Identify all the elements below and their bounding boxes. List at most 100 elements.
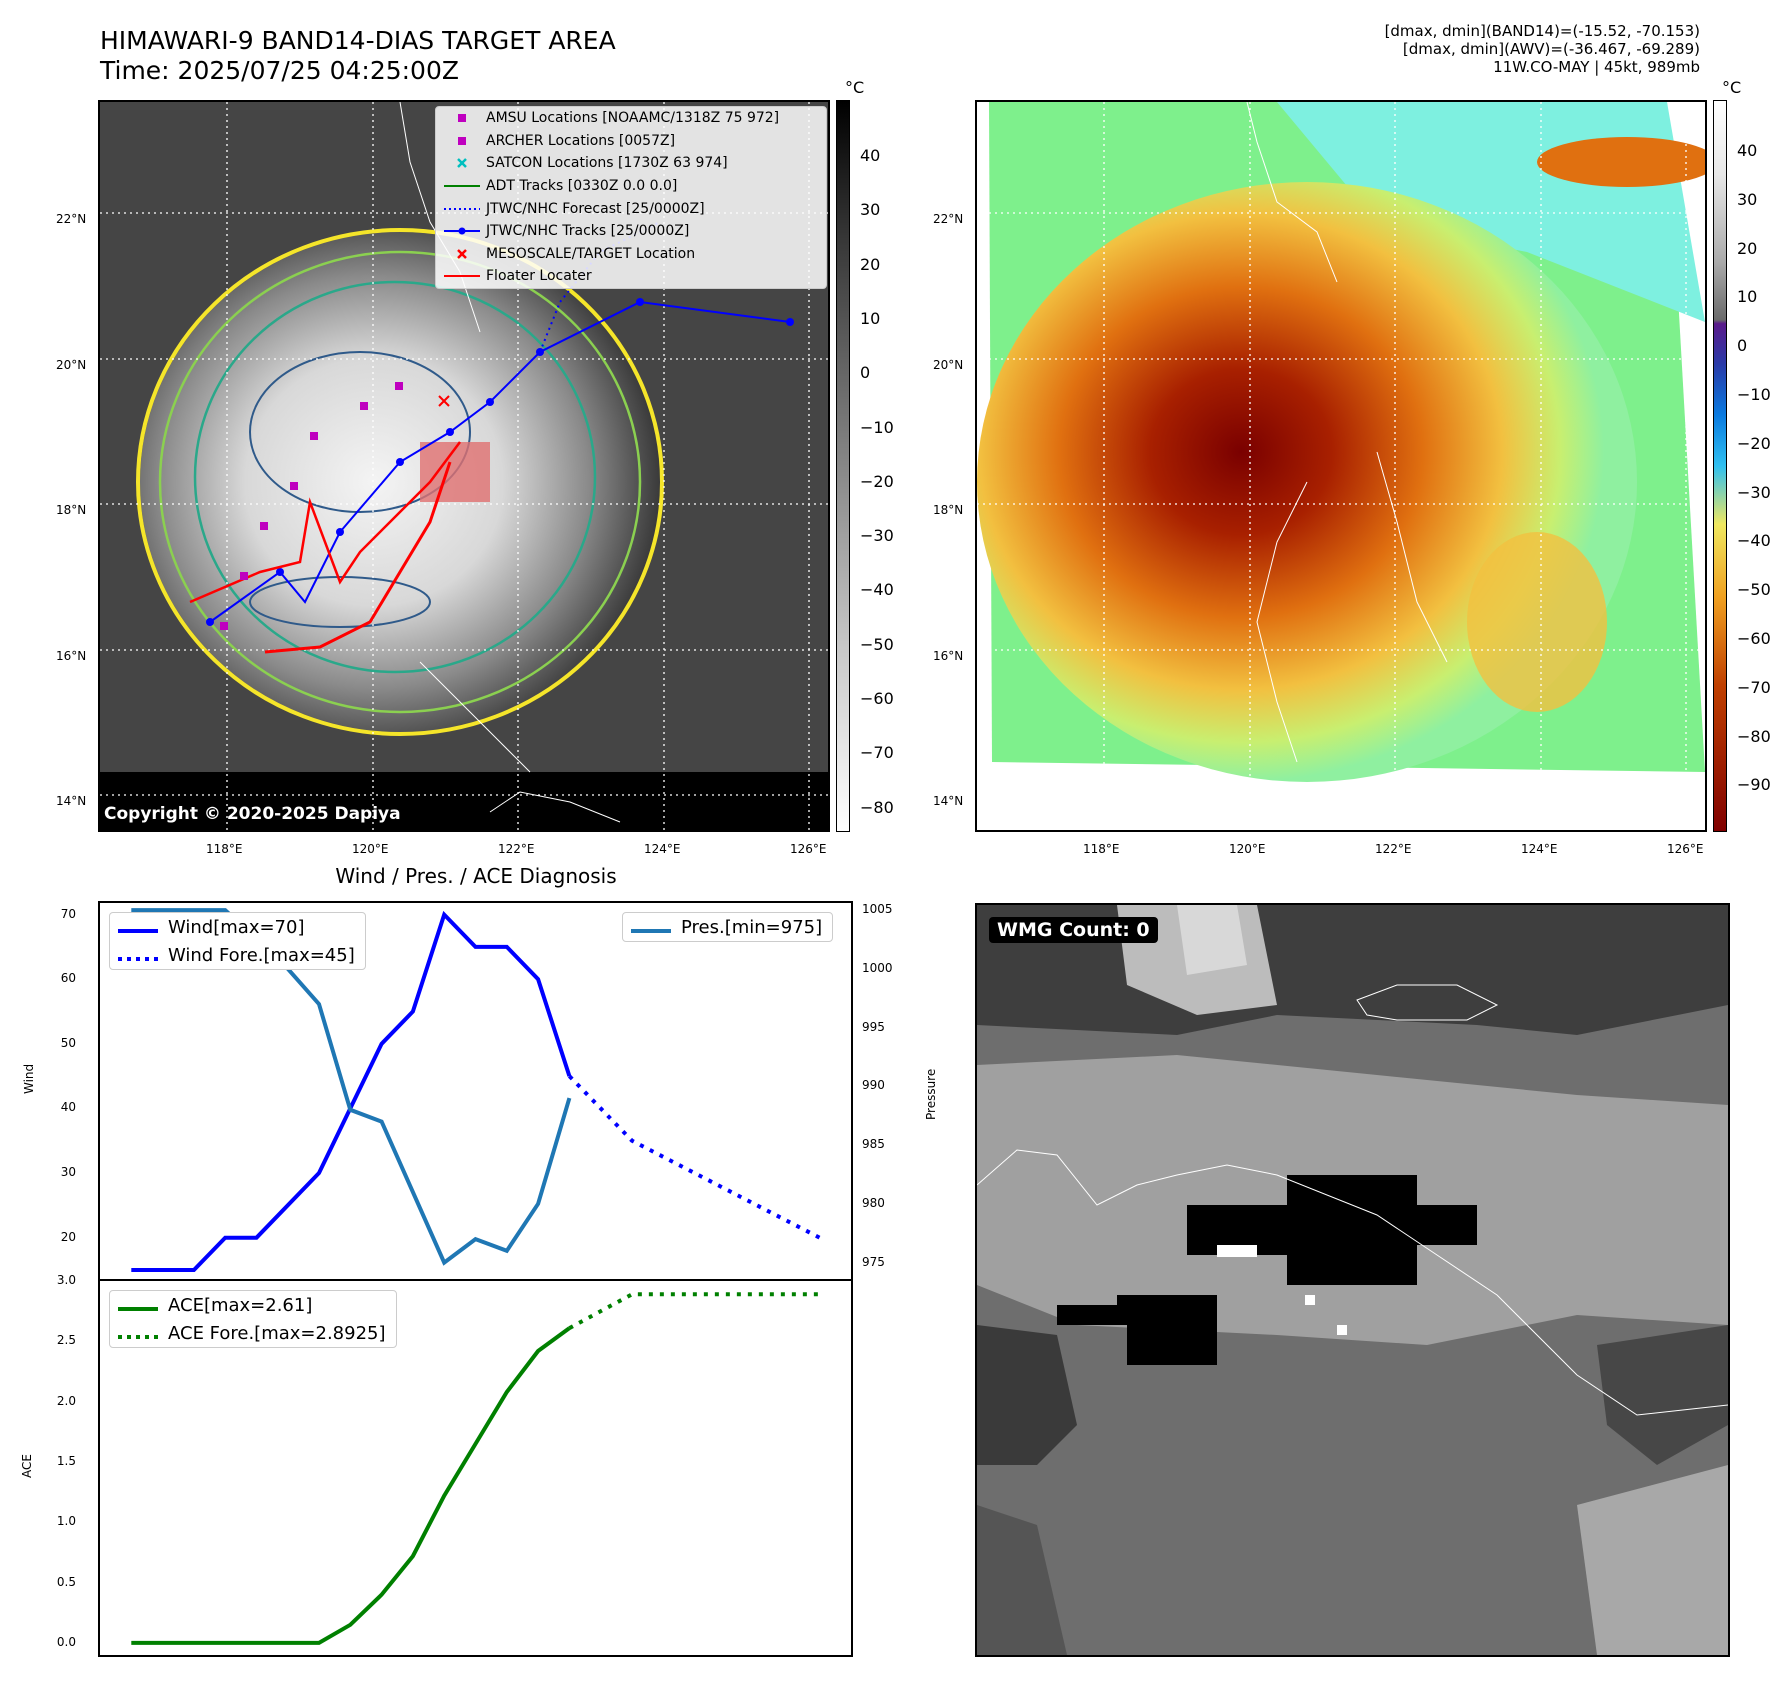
lat-tick: 16°N — [56, 649, 87, 663]
colorbar-tick: −40 — [860, 580, 894, 600]
lat-tick: 18°N — [56, 503, 87, 517]
colorbar-tick: −50 — [1737, 580, 1771, 600]
lon-tick: 122°E — [1375, 842, 1412, 856]
legend-symbol — [444, 133, 480, 149]
axis-tick: 1005 — [862, 902, 893, 917]
lat-tick: 20°N — [56, 358, 87, 372]
ir-map-panel: Copyright © 2020-2025 Dapiya AMSU Locati… — [98, 100, 830, 832]
wind-axis-label: Wind — [22, 1063, 36, 1094]
colorbar-tick: 30 — [860, 200, 881, 220]
axis-tick: 0.5 — [56, 1574, 76, 1589]
pressure-axis-label: Pressure — [924, 1068, 938, 1120]
contour-yellow — [136, 228, 664, 736]
colorbar-tick: −60 — [1737, 629, 1771, 648]
legend-symbol — [444, 201, 480, 217]
map-legend-item: JTWC/NHC Tracks [25/0000Z] — [436, 220, 826, 243]
wind-legend: Wind[max=70] Wind Fore.[max=45] — [109, 912, 366, 970]
axis-tick: 60 — [60, 971, 76, 986]
lon-tick: 120°E — [1229, 842, 1266, 856]
lat-tick: 22°N — [56, 212, 87, 226]
axis-tick: 2.0 — [56, 1393, 76, 1408]
legend-label: SATCON Locations [1730Z 63 974] — [486, 155, 728, 172]
axis-tick: 985 — [862, 1137, 885, 1152]
lon-tick: 126°E — [1667, 842, 1704, 856]
colorbar-tick: −10 — [860, 417, 894, 437]
colorbar-tick: 40 — [860, 146, 881, 165]
map-legend-item: ARCHER Locations [0057Z] — [436, 130, 826, 153]
target-area-box — [420, 442, 490, 502]
lon-tick: 118°E — [1083, 842, 1120, 856]
colorbar-tick: −50 — [860, 634, 894, 654]
colorbar-tick: 20 — [1737, 238, 1758, 258]
axis-tick: 40 — [60, 1100, 76, 1115]
info-line-1: [dmax, dmin](BAND14)=(-15.52, -70.153) — [1384, 22, 1700, 40]
colorbar-tick: 10 — [860, 308, 881, 328]
colorbar-tick: −60 — [860, 689, 894, 708]
lon-tick: 118°E — [206, 842, 243, 856]
lat-tick: 22°N — [933, 212, 964, 226]
wmg-panel: WMG Count: 0 — [975, 903, 1730, 1657]
legend-wind: Wind[max=70] — [118, 916, 305, 938]
axis-tick: 20 — [60, 1229, 76, 1244]
wv-map-panel — [975, 100, 1707, 832]
ace-chart — [98, 1279, 853, 1657]
ace-legend: ACE[max=2.61] ACE Fore.[max=2.8925] — [109, 1290, 397, 1348]
wv-colorbar-unit: °C — [1722, 78, 1742, 97]
copyright-text: Copyright © 2020-2025 Dapiya — [104, 804, 401, 824]
info-line-3: 11W.CO-MAY | 45kt, 989mb — [1493, 58, 1700, 76]
lat-tick: 20°N — [933, 358, 964, 372]
lat-tick: 18°N — [933, 503, 964, 517]
legend-ace: ACE[max=2.61] — [118, 1294, 313, 1316]
figure-title: HIMAWARI-9 BAND14-DIAS TARGET AREA Time:… — [100, 26, 616, 86]
axis-tick: 30 — [60, 1165, 76, 1180]
map-legend-item: MESOSCALE/TARGET Location — [436, 243, 826, 266]
ace-forecast-line — [568, 1292, 820, 1330]
colorbar-tick: −10 — [1737, 385, 1771, 404]
axis-tick: 3.0 — [56, 1273, 76, 1287]
lon-tick: 124°E — [1521, 842, 1558, 856]
colorbar-tick: −20 — [1737, 433, 1771, 453]
contour-teal — [193, 280, 597, 674]
map-legend-item: ADT Tracks [0330Z 0.0 0.0] — [436, 175, 826, 198]
colorbar-tick: 0 — [860, 363, 871, 383]
info-line-2: [dmax, dmin](AWV)=(-36.467, -69.289) — [1402, 40, 1700, 58]
ace-axis-label: ACE — [20, 1454, 34, 1478]
wmg-image — [977, 905, 1728, 1655]
colorbar-tick: −30 — [860, 526, 894, 546]
colorbar-tick: 10 — [1737, 287, 1758, 307]
axis-tick: 1000 — [862, 960, 893, 975]
map-legend-item: JTWC/NHC Forecast [25/0000Z] — [436, 197, 826, 220]
colorbar-tick: −80 — [860, 797, 894, 817]
colorbar-tick: −80 — [1737, 726, 1771, 746]
title-line-1: HIMAWARI-9 BAND14-DIAS TARGET AREA — [100, 26, 616, 55]
wv-map-image — [977, 102, 1705, 830]
wind-forecast-line — [567, 1074, 821, 1240]
lon-tick: 126°E — [790, 842, 827, 856]
contour-blue — [249, 351, 471, 513]
diagnosis-title: Wind / Pres. / ACE Diagnosis — [335, 864, 617, 888]
axis-tick: 990 — [862, 1078, 885, 1093]
axis-tick: 0.0 — [56, 1634, 76, 1649]
lon-tick: 122°E — [498, 842, 535, 856]
colorbar-tick: −70 — [1737, 677, 1771, 697]
colorbar-tick: 0 — [1737, 336, 1748, 356]
colorbar-tick: −90 — [1737, 775, 1771, 795]
legend-label: ADT Tracks [0330Z 0.0 0.0] — [486, 178, 678, 195]
legend-symbol — [444, 268, 480, 284]
legend-symbol — [444, 246, 480, 262]
ir-colorbar-unit: °C — [845, 78, 865, 97]
lat-tick: 14°N — [933, 794, 964, 808]
legend-symbol — [444, 110, 480, 126]
colorbar-tick: 40 — [1737, 141, 1758, 160]
axis-tick: 975 — [862, 1254, 885, 1269]
axis-tick: 1.0 — [56, 1514, 76, 1529]
legend-symbol — [444, 155, 480, 171]
amsu-markers — [220, 382, 403, 630]
map-legend-item: SATCON Locations [1730Z 63 974] — [436, 152, 826, 175]
colorbar-tick: 20 — [860, 254, 881, 274]
map-legend-item: Floater Locater — [436, 265, 826, 288]
axis-tick: 995 — [862, 1019, 885, 1034]
map-legend-item: AMSU Locations [NOAAMC/1318Z 75 972] — [436, 107, 826, 130]
ace-plot — [131, 1292, 820, 1645]
colorbar-tick: 30 — [1737, 189, 1758, 209]
